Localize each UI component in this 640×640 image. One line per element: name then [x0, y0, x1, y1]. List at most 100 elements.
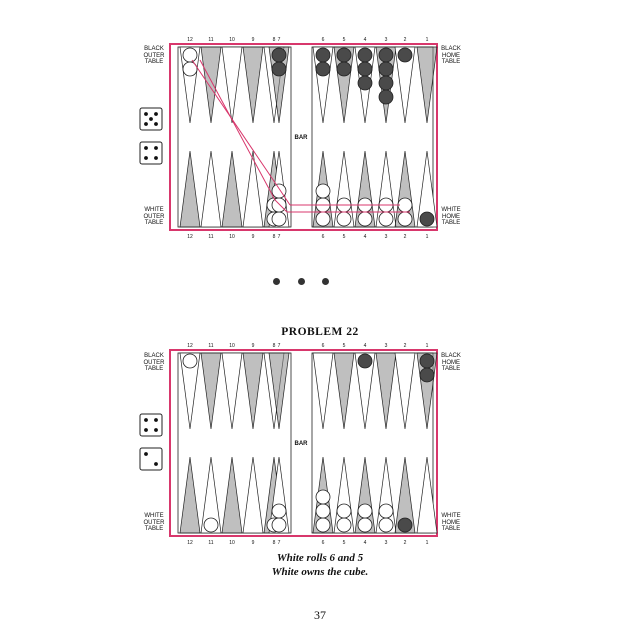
- white-checker: [336, 503, 352, 519]
- die-pip: [144, 146, 148, 150]
- point-number: 5: [343, 343, 346, 349]
- point-number: 8: [273, 37, 276, 43]
- black-checker: [357, 353, 373, 369]
- point-number: 8: [273, 540, 276, 546]
- die: [139, 413, 163, 437]
- black-checker: [315, 47, 331, 63]
- point-number: 12: [187, 37, 193, 43]
- die-pip: [154, 122, 158, 126]
- point-number: 8: [273, 234, 276, 240]
- point-number: 1: [426, 234, 429, 240]
- board-point: [221, 352, 243, 430]
- die-pip: [144, 122, 148, 126]
- point-number: 9: [252, 343, 255, 349]
- black-checker: [378, 75, 394, 91]
- board-border: [169, 349, 438, 537]
- black-checker: [336, 47, 352, 63]
- point-number: 3: [385, 37, 388, 43]
- die-pip: [154, 462, 158, 466]
- die-pip: [144, 156, 148, 160]
- point-number: 10: [229, 343, 235, 349]
- point-number: 4: [364, 343, 367, 349]
- die-pip: [154, 146, 158, 150]
- white-checker: [203, 517, 219, 533]
- point-number: 9: [252, 234, 255, 240]
- point-number: 9: [252, 540, 255, 546]
- point-number: 11: [208, 234, 213, 240]
- board-point: [375, 352, 397, 430]
- point-number: 10: [229, 234, 235, 240]
- white-checker: [357, 517, 373, 533]
- point-number: 4: [364, 37, 367, 43]
- problem-title: PROBLEM 22: [281, 326, 359, 338]
- point-number: 7: [278, 37, 281, 43]
- white-checker: [378, 503, 394, 519]
- die-pip: [149, 117, 153, 121]
- board-border: [169, 43, 438, 231]
- board-point: [394, 456, 416, 534]
- die-pip: [154, 156, 158, 160]
- board-point: [221, 46, 243, 124]
- board-point: [221, 150, 243, 228]
- white-checker: [397, 211, 413, 227]
- white-checker: [357, 211, 373, 227]
- board-point: [242, 46, 264, 124]
- white-home-table-label-top: WHITE HOME TABLE: [441, 207, 461, 226]
- point-number: 12: [187, 343, 193, 349]
- point-number: 3: [385, 234, 388, 240]
- board-point: [333, 352, 355, 430]
- board-point: [200, 150, 222, 228]
- white-outer-table-label-bottom: WHITE OUTER TABLE: [143, 513, 165, 532]
- black-checker: [336, 61, 352, 77]
- white-checker: [182, 61, 198, 77]
- black-outer-table-label-bottom: BLACK OUTER TABLE: [143, 353, 165, 372]
- die-pip: [144, 452, 148, 456]
- page-number: 37: [314, 608, 326, 622]
- point-number: 1: [426, 343, 429, 349]
- point-number: 12: [187, 540, 193, 546]
- point-number: 11: [208, 37, 213, 43]
- point-number: 12: [187, 234, 193, 240]
- bar-label: BAR: [295, 441, 309, 447]
- black-home-table-label-bottom: BLACK HOME TABLE: [441, 353, 461, 372]
- die-pip: [154, 428, 158, 432]
- white-checker: [397, 197, 413, 213]
- move-arrow: [199, 59, 288, 213]
- die-pip: [154, 418, 158, 422]
- board-point: [179, 150, 201, 228]
- white-checker: [182, 353, 198, 369]
- point-number: 7: [278, 234, 281, 240]
- point-number: 3: [385, 343, 388, 349]
- home-table-frame: [311, 352, 434, 534]
- point-number: 6: [322, 540, 325, 546]
- point-number: 8: [273, 343, 276, 349]
- board-point: [394, 352, 416, 430]
- white-checker: [271, 211, 287, 227]
- black-checker: [357, 75, 373, 91]
- point-number: 4: [364, 540, 367, 546]
- black-checker: [378, 47, 394, 63]
- white-checker: [378, 517, 394, 533]
- point-number: 6: [322, 37, 325, 43]
- board-point: [416, 46, 438, 124]
- white-outer-table-label-top: WHITE OUTER TABLE: [143, 207, 165, 226]
- bar-label: BAR: [295, 135, 309, 141]
- separator-dot: [273, 278, 280, 285]
- white-checker: [182, 47, 198, 63]
- black-checker: [419, 353, 435, 369]
- board-point: [200, 46, 222, 124]
- black-checker: [378, 61, 394, 77]
- point-number: 9: [252, 37, 255, 43]
- board-point: [200, 352, 222, 430]
- die: [139, 141, 163, 165]
- point-number: 1: [426, 540, 429, 546]
- point-number: 10: [229, 540, 235, 546]
- point-number: 1: [426, 37, 429, 43]
- white-checker: [271, 517, 287, 533]
- caption-cube: White owns the cube.: [271, 566, 369, 578]
- white-checker: [315, 489, 331, 505]
- board-point: [179, 456, 201, 534]
- point-number: 2: [404, 343, 407, 349]
- die-pip: [144, 418, 148, 422]
